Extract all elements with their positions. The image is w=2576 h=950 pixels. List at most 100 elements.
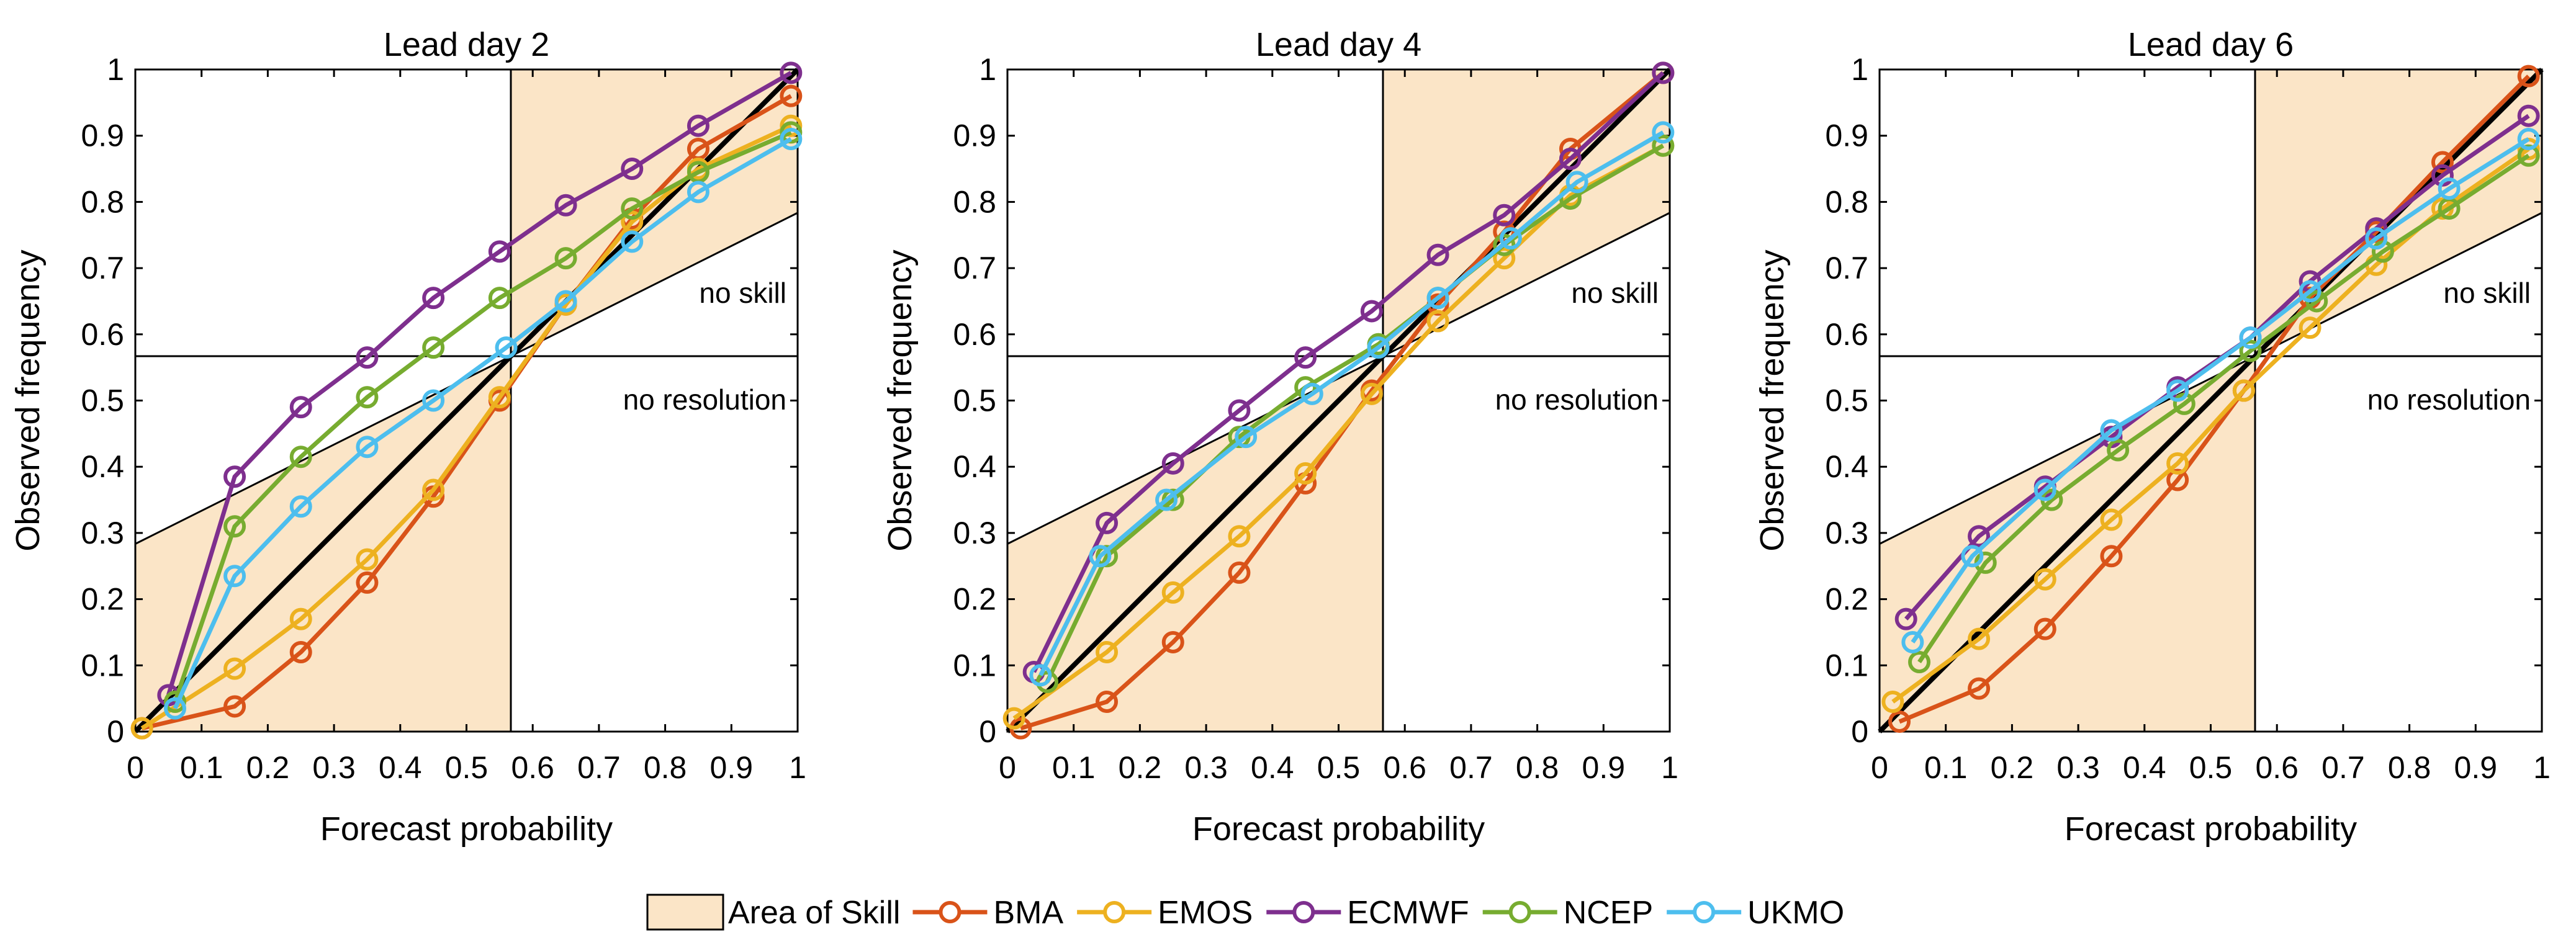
x-tick-label: 0 [1871, 750, 1888, 785]
data-point-emos [1360, 382, 1383, 405]
data-point-ukmo [1155, 488, 1178, 511]
data-point-ecmwf [1559, 148, 1582, 171]
series-line-emos [140, 123, 792, 730]
y-tick-label: 0.4 [81, 449, 124, 484]
no-skill-label: no skill [2443, 277, 2531, 309]
data-point-ukmo [164, 697, 187, 720]
series-emos [130, 114, 803, 740]
series-line-ukmo [1911, 137, 2530, 643]
data-point-bma [289, 640, 312, 663]
data-point-ukmo [2299, 280, 2322, 303]
data-point-ukmo [495, 336, 518, 359]
x-tick-label: 0.4 [379, 750, 422, 785]
perfect-reliability-line [1006, 68, 1672, 733]
data-point-emos [488, 386, 511, 409]
legend-marker-ncep [1508, 901, 1531, 923]
x-tick-label: 0.9 [2454, 750, 2498, 785]
data-point-ecmwf [223, 465, 246, 488]
legend-swatch-area-of-skill [646, 894, 724, 931]
data-point-ncep [289, 446, 312, 468]
chart-title: Lead day 4 [1256, 26, 1421, 63]
chart-panel-3: 0 0.1 0.2 0.3 0.4 0.5 0.6 0.7 0.8 0.9 1 0 0.1 0.2 0.3 0… [1754, 26, 2551, 848]
legend: Area of Skill BMA EMOS ECMWF NCEP UKMO [646, 894, 1844, 931]
y-tick-label: 0.3 [1825, 516, 1868, 550]
series-line-ncep [1045, 143, 1665, 683]
x-tick-label: 0.3 [2056, 750, 2100, 785]
data-point-ecmwf [1493, 204, 1516, 226]
data-point-ncep [422, 336, 445, 359]
data-point-ukmo [2100, 419, 2123, 442]
data-point-emos [289, 607, 312, 630]
y-tick-label: 0.7 [81, 251, 124, 285]
data-point-emos [1096, 640, 1119, 663]
y-axis-label: Observed frequency [1754, 249, 1791, 551]
data-point-ecmwf [422, 287, 445, 310]
y-tick-label: 0.2 [953, 582, 996, 617]
data-point-emos [1228, 525, 1251, 548]
y-tick-label: 0.5 [953, 383, 996, 418]
data-point-bma [223, 695, 246, 718]
data-point-bma [2517, 65, 2540, 87]
y-tick-label: 0.1 [953, 648, 996, 683]
series-ukmo [164, 128, 803, 720]
y-tick-label: 0.4 [953, 449, 996, 484]
data-point-ncep [164, 690, 187, 713]
x-tick-label: 0 [127, 750, 144, 785]
data-point-emos [1002, 707, 1025, 730]
data-point-ukmo [2365, 227, 2388, 250]
x-tick-label: 0.8 [644, 750, 687, 785]
data-point-ncep [1652, 134, 1675, 157]
series-line-ecmwf [166, 71, 793, 696]
data-point-ecmwf [621, 158, 644, 181]
y-tick-label: 0.6 [1825, 317, 1868, 352]
data-point-emos [2033, 568, 2056, 591]
data-point-emos [1968, 627, 1991, 650]
data-point-bma [356, 571, 379, 594]
y-tick-label: 0.5 [81, 383, 124, 418]
data-point-ncep [488, 287, 511, 310]
data-point-bma [1888, 710, 1911, 733]
x-tick-label: 0.6 [2255, 750, 2299, 785]
y-tick-label: 1 [107, 52, 124, 87]
data-point-ukmo [2239, 326, 2262, 349]
data-point-ukmo [1426, 287, 1449, 310]
x-tick-label: 0.2 [246, 750, 290, 785]
data-point-ecmwf [780, 61, 803, 84]
legend-label-ncep: NCEP [1564, 895, 1653, 931]
data-point-ukmo [2438, 177, 2461, 200]
y-axis-label: Observed frequency [9, 249, 47, 551]
data-point-ecmwf [1426, 243, 1449, 266]
data-point-ncep [2239, 339, 2262, 362]
data-point-bma [1096, 690, 1119, 713]
data-point-ecmwf [1652, 61, 1675, 84]
chart-title: Lead day 2 [384, 26, 549, 63]
data-point-ecmwf [488, 240, 511, 263]
chart-panel-1: 0 0.1 0.2 0.3 0.4 0.5 0.6 0.7 0.8 0.9 1 0 0.1 0.2 0.3 0… [9, 26, 806, 848]
data-point-ukmo [356, 436, 379, 459]
y-tick-label: 0.1 [81, 648, 124, 683]
series-ncep [164, 121, 803, 713]
data-point-bma [1228, 561, 1251, 584]
series-ukmo [1901, 128, 2540, 653]
data-point-ukmo [289, 495, 312, 518]
data-point-emos [2100, 508, 2123, 531]
data-point-bma [1161, 630, 1184, 653]
data-point-ncep [780, 121, 803, 144]
data-point-ecmwf [1161, 452, 1184, 475]
data-point-ecmwf [2517, 104, 2540, 127]
y-tick-label: 0.9 [1825, 119, 1868, 153]
chart-panel-2: 0 0.1 0.2 0.3 0.4 0.5 0.6 0.7 0.8 0.9 1 0 0.1 0.2 0.3 0… [881, 26, 1678, 848]
data-point-ukmo [1961, 545, 1984, 568]
data-point-ukmo [223, 565, 246, 588]
data-point-ecmwf [1096, 511, 1119, 534]
series-ecmwf [157, 61, 803, 707]
data-point-emos [780, 114, 803, 137]
x-tick-label: 0.1 [1924, 750, 1968, 785]
data-point-ecmwf [1894, 607, 1917, 630]
x-tick-label: 0.1 [180, 750, 223, 785]
data-point-emos [1881, 690, 1904, 713]
x-tick-label: 0.4 [2123, 750, 2166, 785]
data-point-emos [1493, 247, 1516, 270]
y-tick-label: 0.3 [81, 516, 124, 550]
